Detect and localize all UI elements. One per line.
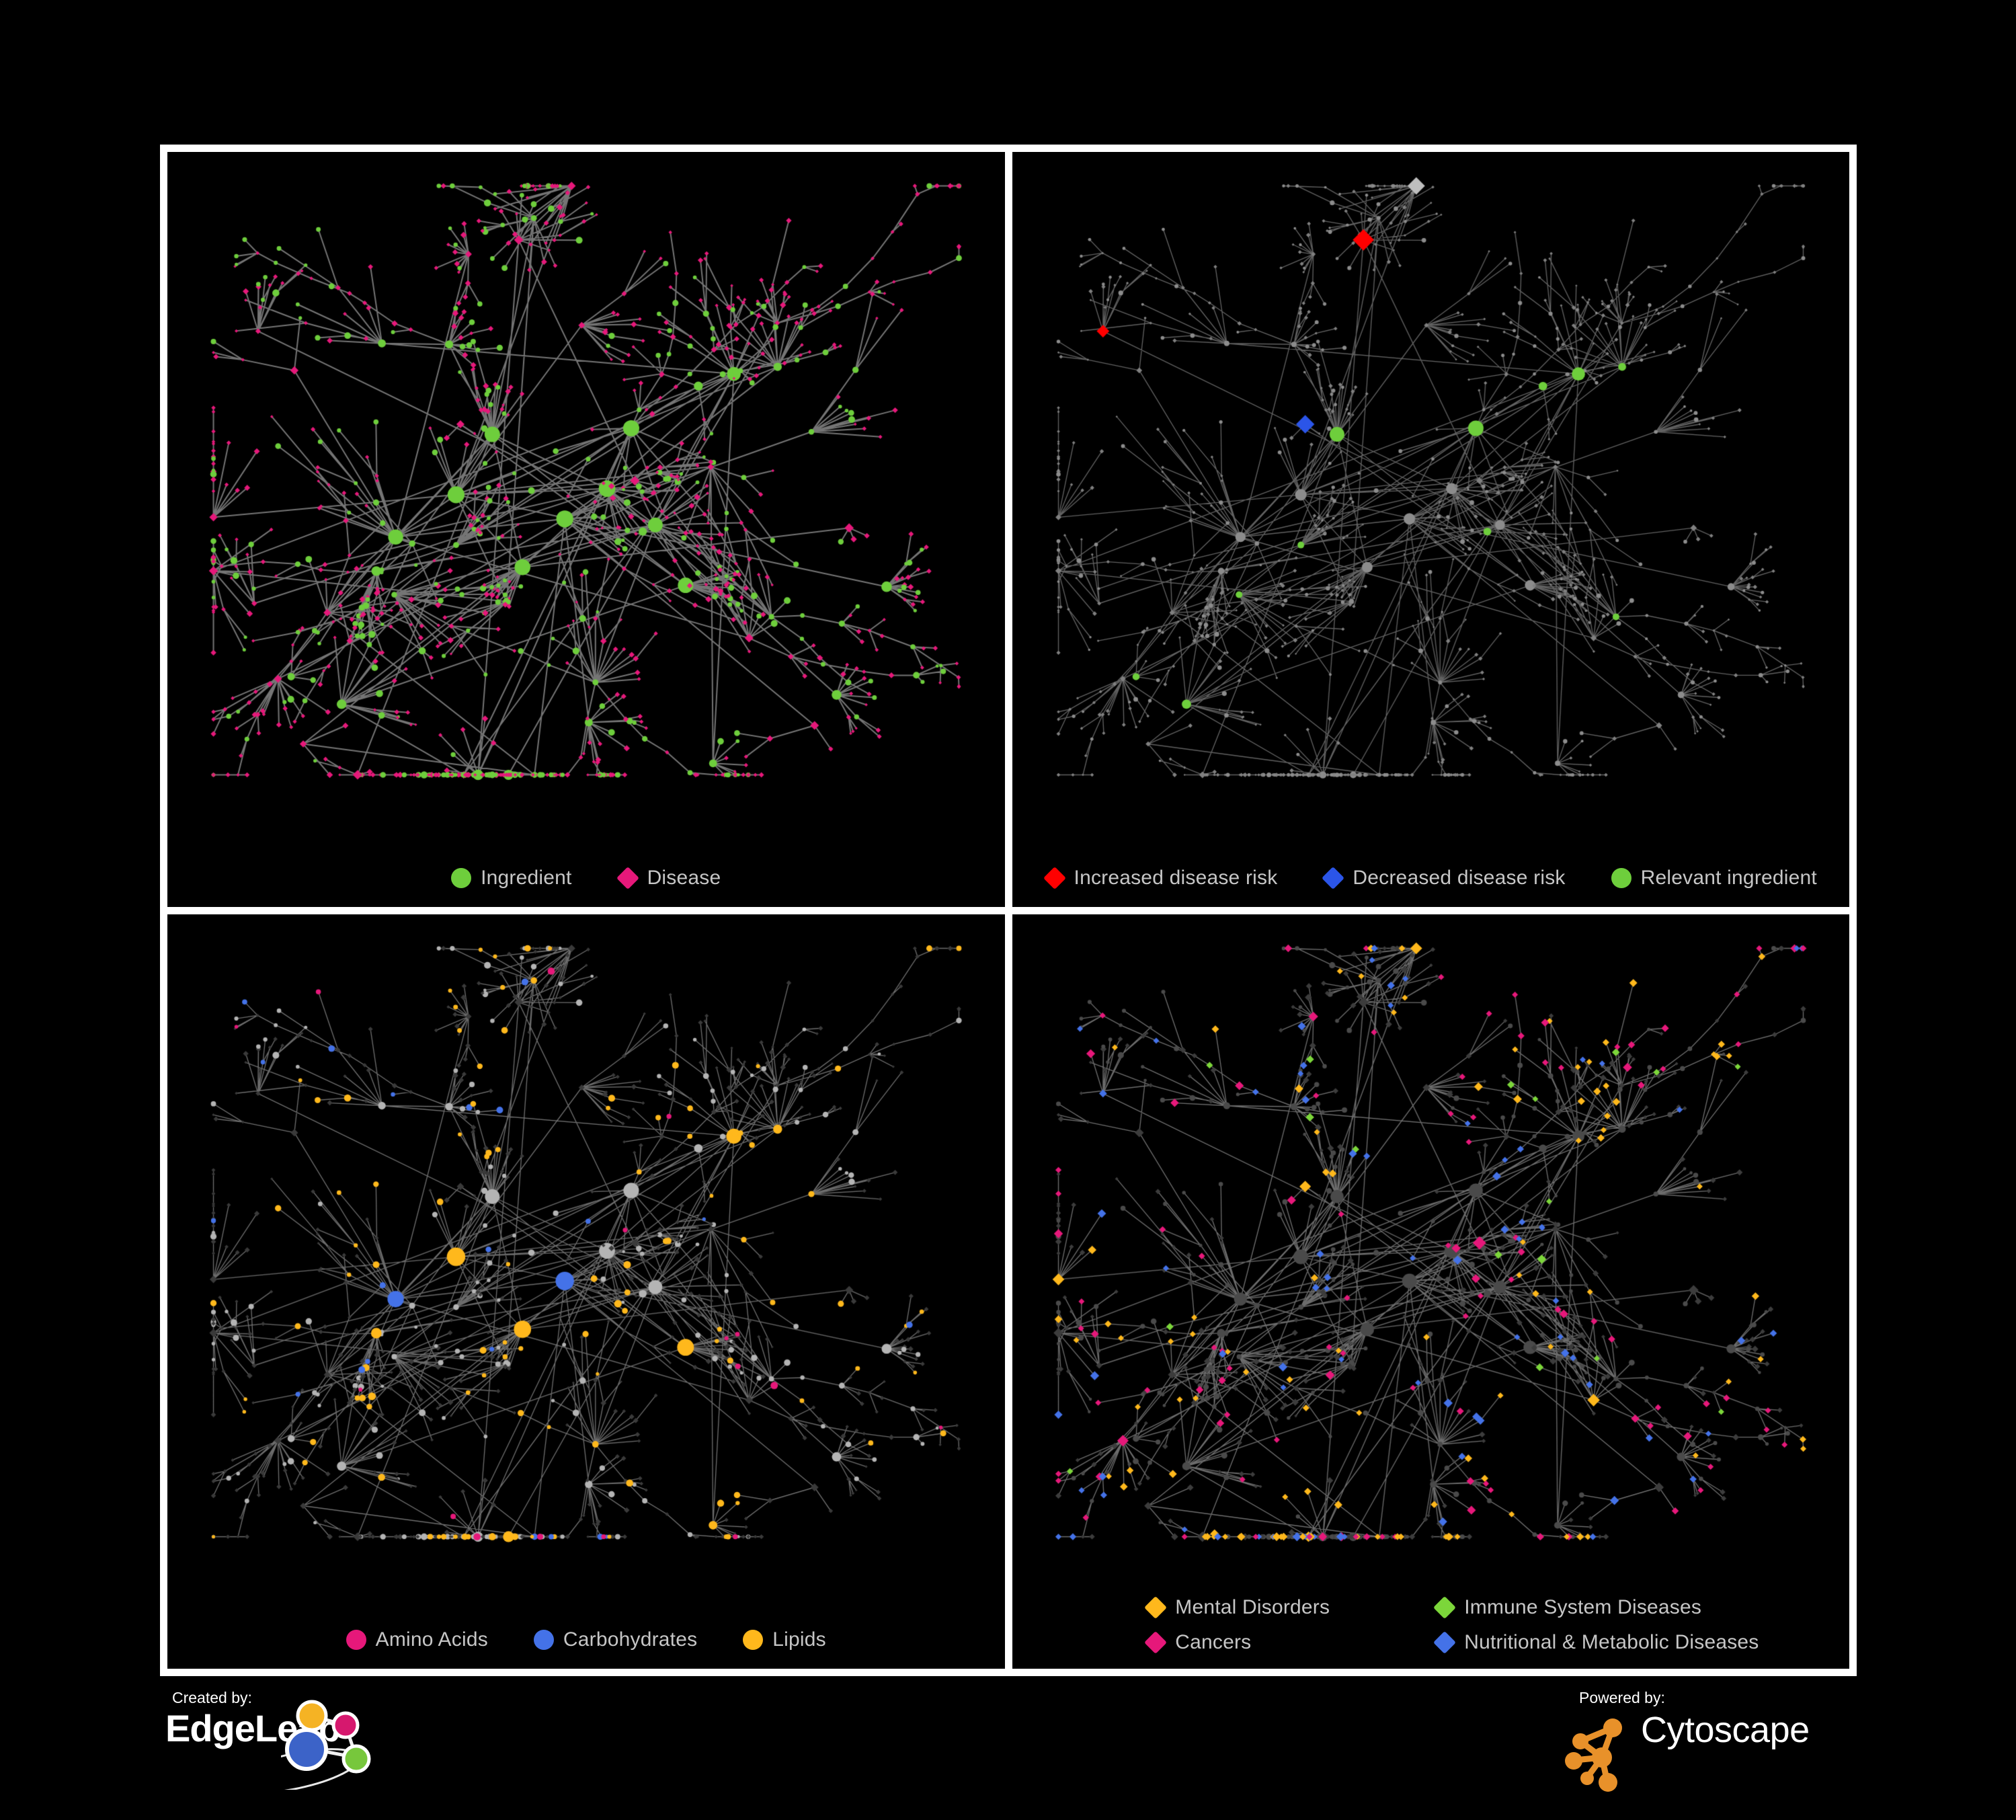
legend-label: Carbohydrates bbox=[563, 1628, 698, 1651]
legend-item-decreased-risk[interactable]: Decreased disease risk bbox=[1322, 866, 1566, 889]
footer: Created by: EdgeLeap Powered by: Cytosca… bbox=[160, 1681, 1856, 1815]
legend-label: Ingredient bbox=[481, 866, 572, 889]
edgeleap-logo[interactable]: Created by: EdgeLeap bbox=[160, 1686, 469, 1801]
legend-item-increased-risk[interactable]: Increased disease risk bbox=[1043, 866, 1278, 889]
legend-label: Mental Disorders bbox=[1175, 1596, 1330, 1618]
diamond-swatch-icon bbox=[1144, 1596, 1168, 1619]
legend-item-disease[interactable]: Disease bbox=[616, 866, 721, 889]
legend-label: Lipids bbox=[772, 1628, 826, 1651]
legend-item-mental-disorders[interactable]: Mental Disorders bbox=[1141, 1596, 1430, 1619]
legend-label: Amino Acids bbox=[375, 1628, 488, 1651]
circle-swatch-icon bbox=[743, 1630, 764, 1650]
diamond-swatch-icon bbox=[616, 866, 639, 889]
legend-label: Decreased disease risk bbox=[1353, 866, 1566, 889]
diamond-swatch-icon bbox=[1322, 866, 1345, 889]
diamond-swatch-icon bbox=[1433, 1631, 1457, 1654]
legend-label: Disease bbox=[647, 866, 721, 889]
legend-item-ingredient[interactable]: Ingredient bbox=[451, 867, 571, 889]
legend-label: Cancers bbox=[1175, 1631, 1252, 1653]
legend-item-relevant-ingredient[interactable]: Relevant ingredient bbox=[1611, 867, 1817, 889]
network-canvas-nutrient-classes[interactable] bbox=[167, 914, 1005, 1669]
legend-item-amino-acids[interactable]: Amino Acids bbox=[346, 1628, 488, 1651]
cytoscape-wordmark: Cytoscape bbox=[1641, 1710, 1810, 1750]
legend-item-nutritional-metabolic-diseases[interactable]: Nutritional & Metabolic Diseases bbox=[1430, 1631, 1759, 1654]
panel-ingredient-disease[interactable]: Ingredient Disease bbox=[167, 152, 1005, 907]
circle-swatch-icon bbox=[346, 1630, 366, 1650]
panel-disease-risk[interactable]: Increased disease risk Decreased disease… bbox=[1012, 152, 1850, 907]
legend-item-carbohydrates[interactable]: Carbohydrates bbox=[533, 1628, 698, 1651]
edgeleap-node-cluster-icon bbox=[281, 1700, 371, 1790]
created-by-caption: Created by: bbox=[172, 1689, 252, 1706]
legend-item-cancers[interactable]: Cancers bbox=[1141, 1631, 1430, 1654]
legend-item-immune-system-diseases[interactable]: Immune System Diseases bbox=[1430, 1596, 1720, 1619]
legend-item-lipids[interactable]: Lipids bbox=[743, 1628, 826, 1651]
legend-nutrient-classes: Amino Acids Carbohydrates Lipids bbox=[167, 1628, 1005, 1651]
network-canvas-disease-risk[interactable] bbox=[1012, 152, 1849, 907]
circle-swatch-icon bbox=[533, 1630, 554, 1650]
diamond-swatch-icon bbox=[1433, 1596, 1457, 1619]
legend-label: Immune System Diseases bbox=[1464, 1596, 1702, 1618]
legend-label: Relevant ingredient bbox=[1640, 866, 1817, 889]
legend-label: Increased disease risk bbox=[1074, 866, 1278, 889]
circle-swatch-icon bbox=[1611, 867, 1631, 888]
legend-disease-risk: Increased disease risk Decreased disease… bbox=[1012, 867, 1850, 889]
panel-disease-classes[interactable]: Mental Disorders Immune System Diseases … bbox=[1012, 914, 1849, 1669]
network-canvas-disease-classes[interactable] bbox=[1012, 914, 1849, 1669]
legend-disease-classes: Mental Disorders Immune System Diseases … bbox=[1141, 1596, 1759, 1654]
network-canvas-ingredient-disease[interactable] bbox=[167, 152, 1005, 907]
figure-frame: Ingredient Disease Increased disease ris… bbox=[160, 145, 1857, 1676]
powered-by-caption: Powered by: bbox=[1579, 1689, 1665, 1706]
diamond-swatch-icon bbox=[1144, 1631, 1168, 1654]
diamond-swatch-icon bbox=[1043, 866, 1066, 889]
legend-ingredient-disease: Ingredient Disease bbox=[167, 867, 1005, 889]
legend-label: Nutritional & Metabolic Diseases bbox=[1464, 1631, 1759, 1653]
cytoscape-logo[interactable]: Powered by: Cytoscape bbox=[1540, 1686, 1856, 1801]
circle-swatch-icon bbox=[451, 867, 472, 888]
panel-nutrient-classes[interactable]: Amino Acids Carbohydrates Lipids bbox=[167, 914, 1005, 1669]
cytoscape-graph-icon bbox=[1565, 1718, 1622, 1792]
